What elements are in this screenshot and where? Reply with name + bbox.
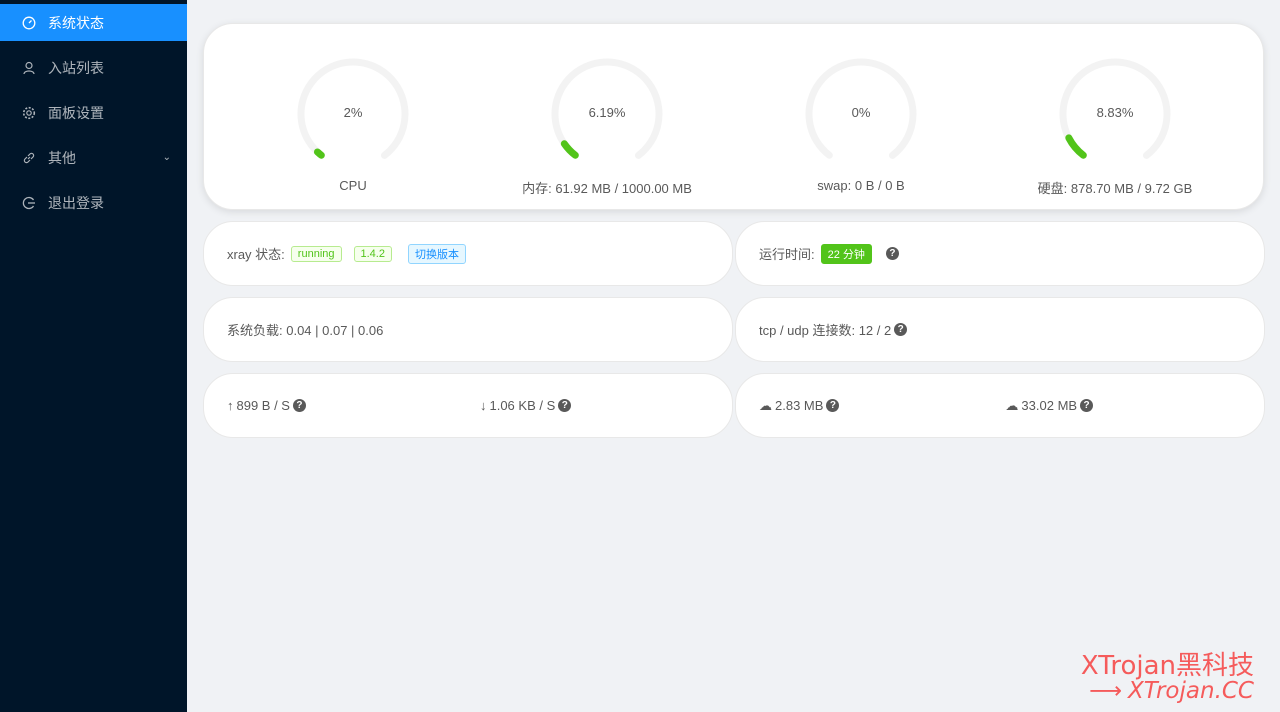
gauge-fill [1059,58,1171,170]
gauge-ring [297,58,409,170]
sidebar-item-label: 入站列表 [48,59,104,76]
total-sent: 2.83 MB [775,398,824,413]
sidebar-item-other[interactable]: 其他 ⌄ [0,139,187,176]
cloud-download-icon: ☁ [1005,397,1019,413]
upload-speed: 899 B / S [236,398,290,413]
gauge-fill [551,58,663,170]
total-received: 33.02 MB [1021,398,1078,413]
link-icon [22,151,36,165]
status-badge: running [290,245,342,262]
help-icon[interactable]: ? [292,399,306,412]
gauge-track [805,58,917,170]
help-icon[interactable]: ? [1080,399,1094,412]
user-icon [22,61,36,75]
xray-status-label: xray 状态: [227,247,285,262]
gauge-ring [805,58,917,170]
gauge-percent: 0% [851,105,871,120]
swap-gauge: 0% swap: 0 B / 0 B [734,54,988,193]
sidebar-item-label: 其他 [48,149,76,166]
uptime-label: 运行时间: [759,247,815,262]
switch-version-button[interactable]: 切换版本 [407,243,466,264]
system-load-card: 系统负载: 0.04 | 0.07 | 0.06 [203,297,733,362]
gauge-percent: 2% [343,105,363,120]
gauge-label: 内存: 61.92 MB / 1000.00 MB [522,181,692,196]
help-icon[interactable]: ? [885,247,899,260]
gauge-label: CPU [339,178,367,193]
help-icon[interactable]: ? [826,399,840,412]
gauge-percent: 8.83% [1096,105,1134,120]
gauge-label: swap: 0 B / 0 B [817,178,905,193]
watermark-url: ⟶ XTrojan.CC [1088,678,1254,704]
sidebar-item-inbounds[interactable]: 入站列表 [0,49,187,86]
uptime-badge: 22 分钟 [820,243,872,264]
cpu-gauge: 2% CPU [226,54,480,193]
uptime-card: 运行时间: 22 分钟 ? [735,221,1265,286]
sidebar-item-status[interactable]: 系统状态 [0,4,187,41]
connections-text: tcp / udp 连接数: 12 / 2 [759,323,892,338]
sidebar-item-label: 面板设置 [48,104,104,121]
connections-card: tcp / udp 连接数: 12 / 2 ? [735,297,1265,362]
watermark-title: XTrojan黑科技 [1080,651,1254,681]
help-icon[interactable]: ? [894,323,908,336]
arrow-up-icon: ↑ [227,398,234,413]
sidebar-item-logout[interactable]: 退出登录 [0,184,187,221]
download-speed: 1.06 KB / S [489,398,556,413]
system-load-text: 系统负载: 0.04 | 0.07 | 0.06 [227,323,384,338]
traffic-card: ☁ 2.83 MB? ☁ 33.02 MB? [735,373,1265,438]
arrow-right-icon: ⟶ [1088,678,1122,704]
logout-icon [22,196,36,210]
version-badge: 1.4.2 [353,245,392,262]
arrow-down-icon: ↓ [479,398,487,413]
cloud-upload-icon: ☁ [759,397,772,413]
memory-gauge: 6.19% 内存: 61.92 MB / 1000.00 MB [480,54,734,197]
gauge-label: 硬盘: 878.70 MB / 9.72 GB [1037,181,1193,196]
chevron-down-icon: ⌄ [162,152,171,163]
dashboard-icon [22,16,36,30]
sidebar-item-label: 退出登录 [48,194,104,211]
xray-status-card: xray 状态: running 1.4.2 切换版本 [203,221,733,286]
sidebar-item-label: 系统状态 [48,14,104,31]
gauge-ring [1059,58,1171,170]
sidebar: 系统状态 入站列表 面板设置 其他 ⌄ 退出登录 [0,0,187,712]
sidebar-item-settings[interactable]: 面板设置 [0,94,187,131]
help-icon[interactable]: ? [558,399,572,412]
gear-icon [22,106,36,120]
speed-card: ↑ 899 B / S? ↓ 1.06 KB / S? [203,373,733,438]
disk-gauge: 8.83% 硬盘: 878.70 MB / 9.72 GB [988,54,1242,197]
resource-gauges-card: 2% CPU 6.19% 内存: 61.92 MB / 1000.00 MB 0% s… [203,23,1264,210]
gauge-ring [551,58,663,170]
gauge-percent: 6.19% [588,105,626,120]
gauge-fill [297,58,409,170]
